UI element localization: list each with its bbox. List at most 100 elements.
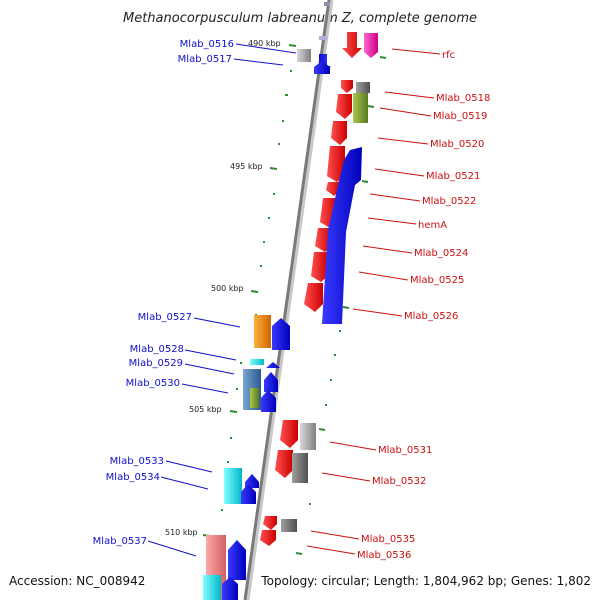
genome-summary-text: Topology: circular; Length: 1,804,962 bp… [260, 574, 591, 588]
tick-mark [325, 404, 327, 406]
leader-lines-right [306, 48, 441, 555]
gene-label-mlab-0518[interactable]: Mlab_0518 [436, 93, 490, 104]
leader-line [377, 137, 429, 145]
gene-mlab-0528[interactable] [250, 359, 264, 365]
leader-line [362, 245, 413, 254]
leader-line [369, 193, 421, 202]
gene-labels-right: rfc Mlab_0518 Mlab_0519 Mlab_0520 Mlab_0… [357, 50, 490, 561]
gene-mlab-0530-b[interactable] [250, 388, 259, 408]
tick-mark [269, 167, 278, 170]
gene-mlab-0529[interactable] [266, 362, 280, 368]
gene-labels-left: Mlab_0516 Mlab_0517 Mlab_0527 Mlab_0528 … [93, 39, 234, 547]
leader-line [235, 43, 297, 54]
leader-line [193, 317, 241, 328]
gene-mlab-0537-d[interactable] [222, 577, 238, 600]
gene-mlab-0530-c[interactable] [264, 372, 278, 392]
gene-rfc-2[interactable] [364, 33, 378, 58]
tick-mark [309, 503, 311, 505]
leader-line [184, 349, 237, 361]
tick-mark [236, 388, 238, 390]
gene-label-mlab-0516[interactable]: Mlab_0516 [180, 39, 234, 50]
scale-label-510: 510 kbp [165, 528, 198, 537]
gene-mlab-0534-b[interactable] [241, 484, 256, 504]
gene-mlab-0517-b[interactable] [314, 61, 330, 74]
leader-line [391, 48, 441, 55]
tick-mark [250, 290, 259, 293]
scale-label-490: 490 kbp [248, 39, 281, 48]
leader-line [358, 271, 409, 281]
tick-mark [285, 94, 288, 96]
gene-mlab-0525[interactable] [311, 252, 328, 282]
gene-label-mlab-0537[interactable]: Mlab_0537 [93, 536, 147, 547]
gene-label-mlab-0522[interactable]: Mlab_0522 [422, 196, 476, 207]
tick-mark [318, 428, 326, 431]
gene-mlab-0527-b[interactable] [272, 318, 290, 350]
map-title: Methanocorpusculum labreanum Z, complete… [123, 11, 477, 26]
gene-label-mlab-0525[interactable]: Mlab_0525 [410, 275, 464, 286]
gene-label-mlab-0517[interactable]: Mlab_0517 [178, 54, 232, 65]
gene-label-mlab-0532[interactable]: Mlab_0532 [372, 476, 426, 487]
gene-label-mlab-0530[interactable]: Mlab_0530 [126, 378, 180, 389]
genome-backbone-shadow [244, 0, 334, 600]
gene-mlab-0520[interactable] [331, 121, 347, 145]
gene-label-mlab-0528[interactable]: Mlab_0528 [130, 344, 184, 355]
gene-label-mlab-0524[interactable]: Mlab_0524 [414, 248, 468, 259]
gene-mlab-0537-c[interactable] [228, 540, 246, 580]
gene-mlab-0527[interactable] [254, 315, 271, 348]
gene-mlab-0535[interactable] [263, 516, 277, 530]
gene-mlab-0516[interactable] [297, 49, 311, 62]
gene-label-mlab-0536[interactable]: Mlab_0536 [357, 550, 411, 561]
leader-line [160, 476, 209, 490]
gene-mlab-0519[interactable] [336, 94, 352, 119]
gene-mlab-0530-d[interactable] [261, 390, 276, 412]
gene-label-mlab-0531[interactable]: Mlab_0531 [378, 445, 432, 456]
leader-line [233, 58, 284, 66]
gene-mlab-0535-b[interactable] [281, 519, 297, 532]
gene-label-mlab-0526[interactable]: Mlab_0526 [404, 311, 458, 322]
tick-mark [330, 379, 332, 381]
gene-label-mlab-0521[interactable]: Mlab_0521 [426, 171, 480, 182]
gene-mlab-0519-c[interactable] [353, 93, 368, 123]
gene-label-mlab-0529[interactable]: Mlab_0529 [129, 358, 183, 369]
tick-mark [273, 193, 275, 195]
leader-line [379, 107, 432, 117]
gene-label-mlab-0535[interactable]: Mlab_0535 [361, 534, 415, 545]
tick-mark [282, 120, 284, 122]
leader-lines-left [147, 43, 297, 557]
leader-line [184, 363, 235, 375]
gene-mlab-0519-b[interactable] [356, 82, 370, 93]
gene-label-mlab-0519[interactable]: Mlab_0519 [433, 111, 487, 122]
genome-backbone [243, 0, 331, 600]
gene-mlab-0533[interactable] [224, 468, 242, 504]
gene-label-mlab-0527[interactable]: Mlab_0527 [138, 312, 192, 323]
gene-mlab-0531-b[interactable] [300, 423, 316, 450]
accession-text: Accession: NC_008942 [9, 574, 145, 588]
tick-mark [263, 241, 265, 243]
gene-mlab-0536[interactable] [260, 530, 276, 546]
gene-forward-long[interactable] [322, 147, 362, 324]
tick-mark [268, 217, 270, 219]
tick-mark [229, 410, 238, 413]
gene-label-rfc[interactable]: rfc [442, 50, 455, 61]
leader-line [374, 168, 425, 177]
leader-line [165, 460, 213, 473]
gene-mlab-0526[interactable] [304, 283, 323, 312]
gene-mlab-0532[interactable] [275, 450, 293, 478]
gene-label-hema[interactable]: hemA [418, 220, 447, 231]
gene-label-mlab-0533[interactable]: Mlab_0533 [110, 456, 164, 467]
gene-mlab-0518[interactable] [341, 80, 353, 93]
tick-mark [288, 44, 297, 47]
scale-label-500: 500 kbp [211, 284, 244, 293]
gene-mlab-0537-b[interactable] [203, 575, 221, 600]
gene-mlab-0531[interactable] [280, 420, 298, 448]
gene-rfc-1[interactable] [342, 32, 362, 58]
gene-mlab-0521[interactable] [327, 146, 345, 182]
leader-line [310, 530, 360, 540]
gene-label-mlab-0520[interactable]: Mlab_0520 [430, 139, 484, 150]
gene-mlab-0532-b[interactable] [292, 453, 308, 483]
tick-mark [221, 509, 223, 511]
leader-line [147, 540, 197, 557]
tick-mark [290, 70, 292, 72]
gene-label-mlab-0534[interactable]: Mlab_0534 [106, 472, 160, 483]
